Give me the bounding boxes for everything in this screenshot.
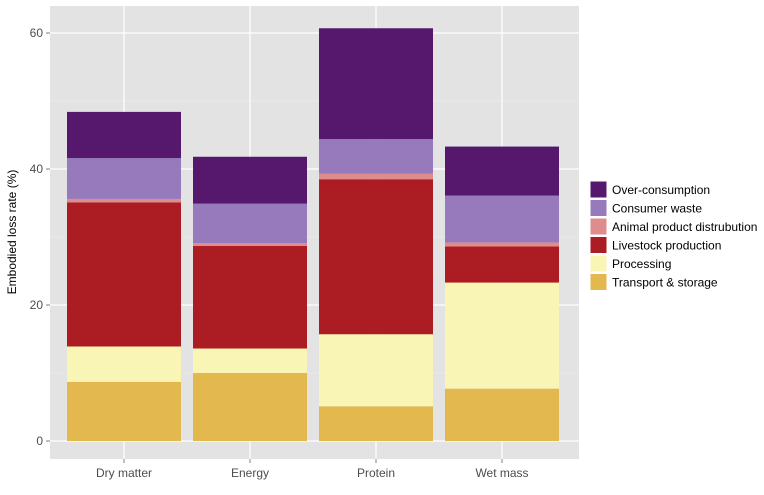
bar-segment-animal-product-distrubution: [445, 242, 559, 247]
bar-segment-processing: [445, 282, 559, 389]
bar-segment-animal-product-distrubution: [193, 243, 307, 246]
y-tick-label: 20: [30, 298, 44, 312]
bar-segment-consumer-waste: [319, 139, 433, 174]
bar-segment-transport-storage: [193, 373, 307, 441]
bar-segment-livestock-production: [193, 245, 307, 349]
x-tick-label: Protein: [357, 466, 395, 480]
bar-segment-consumer-waste: [445, 195, 559, 243]
bar-segment-over-consumption: [445, 146, 559, 196]
bar-segment-processing: [67, 346, 181, 382]
legend-key: [589, 180, 608, 199]
bar-segment-transport-storage: [319, 406, 433, 441]
y-axis-label: Embodied loss rate (%): [5, 170, 19, 295]
bar-segment-processing: [193, 348, 307, 373]
legend-label: Over-consumption: [612, 183, 710, 197]
legend-label: Processing: [612, 257, 671, 271]
legend-label: Consumer waste: [612, 202, 702, 216]
x-tick-label: Dry matter: [96, 466, 152, 480]
bar-segment-livestock-production: [445, 246, 559, 283]
legend-key: [589, 254, 608, 273]
bar-segment-over-consumption: [193, 156, 307, 204]
bar-segment-consumer-waste: [193, 203, 307, 244]
y-tick-label: 40: [30, 162, 44, 176]
y-tick-label: 60: [30, 26, 44, 40]
legend-key: [589, 199, 608, 217]
x-tick-label: Energy: [231, 466, 269, 480]
bar-segment-livestock-production: [67, 202, 181, 347]
legend-key: [589, 217, 608, 236]
bar-segment-transport-storage: [67, 381, 181, 441]
legend-label: Transport & storage: [612, 276, 718, 290]
bar-segment-animal-product-distrubution: [67, 198, 181, 203]
legend-key: [589, 236, 608, 254]
bar-segment-processing: [319, 334, 433, 407]
bar-segment-consumer-waste: [67, 158, 181, 199]
legend-key: [589, 273, 608, 291]
x-tick-label: Wet mass: [475, 466, 528, 480]
y-tick-label: 0: [36, 434, 43, 448]
bar-segment-over-consumption: [319, 28, 433, 140]
bar-segment-livestock-production: [319, 179, 433, 335]
bar-segment-animal-product-distrubution: [319, 173, 433, 180]
bar-segment-over-consumption: [67, 111, 181, 159]
bar-segment-transport-storage: [445, 388, 559, 441]
legend-label: Animal product distrubution: [612, 220, 757, 234]
legend-label: Livestock production: [612, 239, 721, 253]
